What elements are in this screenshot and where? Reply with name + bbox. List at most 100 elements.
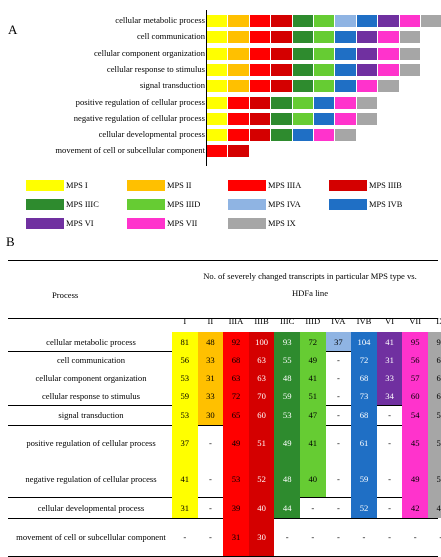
table-cell: 48	[274, 369, 300, 387]
table-cell: 60	[428, 351, 441, 369]
panel-a-bar-segment	[378, 47, 400, 60]
legend-swatch	[26, 180, 64, 191]
table-cell: -	[336, 532, 340, 542]
table-cell: 42	[428, 497, 441, 518]
table-cell: 49	[300, 351, 326, 369]
panel-a-process-label: signal transduction	[139, 80, 205, 91]
panel-a-bar-segment	[228, 129, 250, 142]
panel-b-label: B	[6, 234, 15, 249]
panel-a-bar-segment	[335, 63, 357, 76]
panel-a-bar-segment	[314, 129, 336, 142]
panel-a-bar-segment	[314, 96, 336, 109]
table-header-rule	[8, 318, 438, 320]
table-cell: 33	[376, 369, 403, 387]
table-row-label: movement of cell or subcellular componen…	[16, 532, 166, 542]
panel-a-bar-segment	[207, 63, 229, 76]
panel-a-bar-segment	[249, 96, 272, 109]
legend-swatch	[26, 199, 64, 210]
panel-a-axis-line	[206, 10, 208, 166]
table-cell: 63	[428, 369, 441, 387]
table-cell: -	[413, 532, 417, 542]
table-cell: -	[336, 474, 340, 484]
panel-a-bar-segment	[399, 31, 421, 44]
panel-a-bar-segment	[271, 129, 293, 142]
table-cell: 59	[428, 405, 441, 425]
panel-a-bar-segment	[292, 15, 314, 27]
panel-a-bar-segment	[356, 112, 379, 125]
legend-label: MPS IIIB	[369, 181, 402, 190]
table-row-rule	[8, 518, 438, 519]
panel-a-bar-segment	[207, 15, 229, 27]
table-cell: -	[208, 474, 212, 484]
panel-a-bar-segment	[399, 15, 421, 27]
table-cell: 33	[197, 351, 224, 369]
legend-label: MPS IVB	[369, 200, 403, 209]
panel-a-bar-segment	[421, 15, 441, 27]
panel-a-bar-segment	[271, 47, 293, 60]
panel-a-bar-segment	[271, 31, 293, 44]
table-row-label: cellular component organization	[35, 373, 147, 383]
panel-a-bar-segment	[335, 47, 357, 60]
table-cell: 59	[274, 387, 300, 405]
legend-label: MPS IIIC	[66, 200, 99, 209]
table-cell: 48	[197, 332, 224, 351]
panel-a-bar-segment	[292, 63, 314, 76]
table-cell: 41	[376, 332, 403, 351]
table-cell: -	[336, 355, 340, 365]
table-column-header: IVB	[356, 316, 372, 326]
table-column-header: VI	[385, 316, 395, 326]
panel-a-bar-segment	[314, 63, 336, 76]
table-cell: 48	[274, 461, 300, 497]
panel-a-bar-segment	[292, 80, 314, 93]
table-cell: 30	[197, 405, 224, 425]
panel-a-process-label: cellular component organization	[93, 47, 205, 58]
panel-a-bar-segment	[207, 145, 229, 158]
table-cell: -	[336, 391, 340, 401]
table-cell: 49	[223, 425, 249, 461]
legend-swatch	[127, 199, 165, 210]
table-row-label: negative regulation of cellular process	[25, 474, 157, 484]
table-cell: 56	[402, 351, 428, 369]
panel-a-label: A	[8, 22, 18, 37]
panel-a-bar-segment	[335, 112, 357, 125]
panel-a-process-label: positive regulation of cellular process	[75, 96, 205, 107]
table-cell: 53	[223, 461, 249, 497]
legend-swatch	[329, 180, 367, 191]
table-header-title-line1: No. of severely changed transcripts in p…	[203, 271, 417, 281]
table-cell: 33	[197, 387, 224, 405]
panel-a-bar-segment	[228, 47, 250, 60]
table-column-header: VII	[409, 316, 422, 326]
table-cell: 70	[248, 387, 275, 405]
panel-a-bar-segment	[249, 47, 272, 60]
legend-swatch	[26, 218, 64, 229]
table-cell: 68	[428, 387, 441, 405]
table-cell: -	[311, 502, 315, 513]
table-cell: 72	[223, 387, 249, 405]
panel-a-bar-segment	[249, 15, 272, 27]
table-cell: 52	[351, 497, 377, 518]
panel-a-bar-segment	[335, 96, 357, 109]
panel-a-bar-segment	[271, 15, 293, 27]
panel-a-bar-segment	[228, 145, 250, 158]
panel-a-bar-segment	[228, 80, 250, 93]
table-cell: -	[208, 532, 212, 542]
table-cell: 63	[248, 351, 275, 369]
panel-a-bar-segment	[228, 31, 250, 44]
table-cell: 56	[428, 461, 441, 497]
panel-a-bar-segment	[249, 31, 272, 44]
table-header-title-line2: HDFa line	[291, 288, 329, 298]
table-cell: -	[388, 502, 392, 513]
table-cell: 99	[428, 332, 441, 351]
panel-a-bar-segment	[292, 31, 314, 44]
legend-label: MPS IIIA	[268, 181, 302, 190]
panel-a-bar-segment	[314, 47, 336, 60]
panel-a-process-label: cellular metabolic process	[115, 15, 205, 25]
table-cell: 59	[172, 387, 198, 405]
table-header-title: No. of severely changed transcripts in p…	[186, 268, 434, 302]
legend-swatch	[127, 218, 165, 229]
panel-a-bar-segment	[207, 80, 229, 93]
legend-label: MPS IVA	[268, 200, 301, 209]
table-row-rule	[8, 497, 438, 498]
table-cell: -	[362, 532, 366, 542]
panel-a-bar-segment	[292, 96, 314, 109]
